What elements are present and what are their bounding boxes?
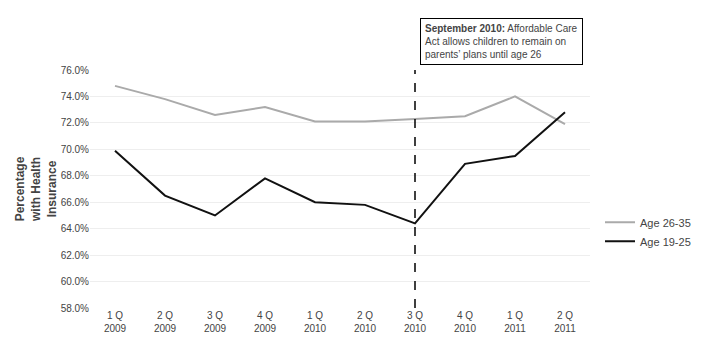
svg-text:3 Q2009: 3 Q2009	[204, 310, 227, 334]
svg-text:Age 26-35: Age 26-35	[640, 217, 691, 229]
svg-text:68.0%: 68.0%	[61, 170, 89, 181]
svg-text:4 Q2009: 4 Q2009	[254, 310, 277, 334]
svg-text:2 Q2009: 2 Q2009	[154, 310, 177, 334]
svg-text:September 2010: Affordable Car: September 2010: Affordable CareAct allow…	[425, 23, 578, 60]
svg-text:64.0%: 64.0%	[61, 223, 89, 234]
svg-text:4 Q2010: 4 Q2010	[454, 310, 477, 334]
svg-text:1 Q2010: 1 Q2010	[304, 310, 327, 334]
svg-text:62.0%: 62.0%	[61, 250, 89, 261]
svg-text:1 Q2009: 1 Q2009	[104, 310, 127, 334]
svg-text:3 Q2010: 3 Q2010	[404, 310, 427, 334]
svg-text:66.0%: 66.0%	[61, 197, 89, 208]
svg-text:2 Q2011: 2 Q2011	[554, 310, 576, 334]
svg-text:2 Q2010: 2 Q2010	[354, 310, 377, 334]
svg-text:72.0%: 72.0%	[61, 117, 89, 128]
svg-text:60.0%: 60.0%	[61, 276, 89, 287]
svg-text:58.0%: 58.0%	[61, 303, 89, 314]
svg-text:76.0%: 76.0%	[61, 65, 89, 76]
svg-text:70.0%: 70.0%	[61, 144, 89, 155]
svg-text:Percentagewith HealthInsurance: Percentagewith HealthInsurance	[13, 156, 58, 222]
svg-text:74.0%: 74.0%	[61, 91, 89, 102]
svg-text:Age 19-25: Age 19-25	[640, 236, 691, 248]
svg-text:1 Q2011: 1 Q2011	[504, 310, 526, 334]
